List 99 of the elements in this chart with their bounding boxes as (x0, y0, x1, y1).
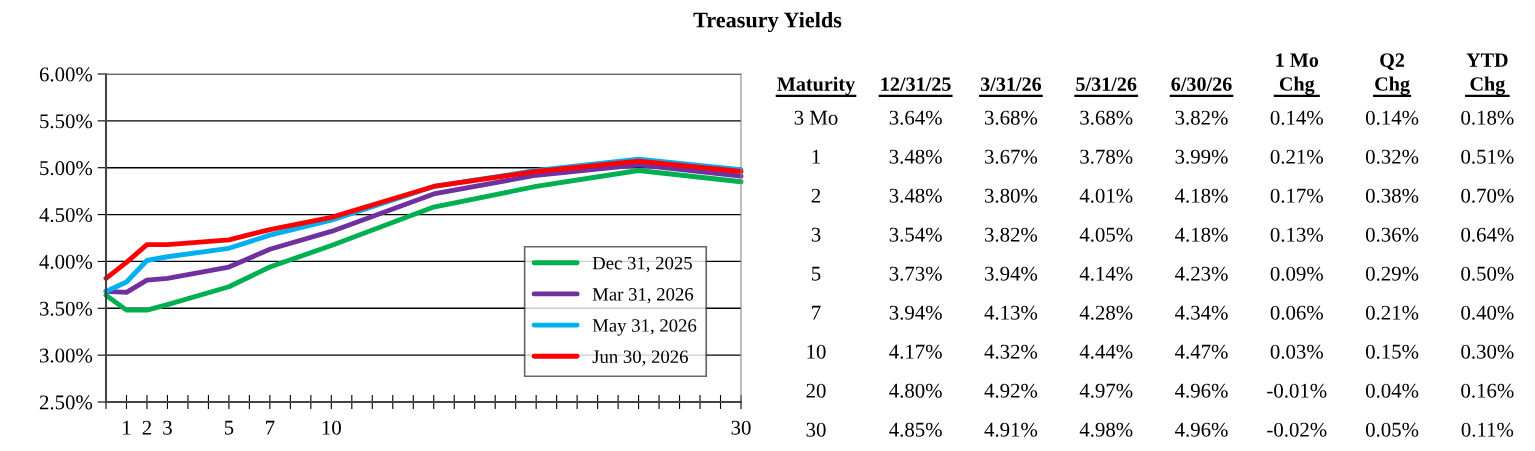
chart-title: Treasury Yields (693, 11, 842, 33)
text: 3.48% (889, 188, 942, 203)
text: 0.09% (1270, 266, 1323, 281)
text: 4.18% (1175, 227, 1228, 242)
text: 4.13% (984, 305, 1038, 320)
x-tick-label: 3 (163, 420, 172, 435)
x-tick-label: 10 (322, 420, 341, 435)
text: 3.64% (889, 110, 942, 125)
text: 3.68% (1080, 110, 1133, 125)
text: 0.38% (1365, 188, 1419, 203)
text: 3.68% (985, 110, 1038, 125)
text: 0.29% (1365, 266, 1419, 281)
y-tick-label: 3.50% (39, 301, 93, 316)
x-tick-label: 5 (224, 420, 234, 435)
y-tick-label: 4.00% (39, 254, 93, 269)
category-label: YTD Chg (1466, 53, 1508, 95)
y-tick-label: 2.50% (39, 395, 93, 410)
text: 0.14% (1365, 110, 1419, 125)
text: -0.01% (1267, 383, 1327, 398)
text: 4.47% (1175, 344, 1228, 359)
y-tick-label: 5.00% (40, 161, 93, 176)
y-tick-label: 3.00% (39, 348, 93, 363)
y-tick-label: 6.00% (39, 67, 93, 82)
x-tick-label: 2 (142, 420, 152, 435)
x-tick-label: 30 (731, 420, 751, 435)
text: 0.11% (1461, 422, 1514, 437)
x-tick-label: 1 (123, 420, 131, 435)
text: 0.30% (1461, 344, 1514, 359)
text: 3.82% (1175, 110, 1228, 125)
category-label: 6/30/26 (1171, 77, 1232, 91)
category-label: 7 (812, 305, 821, 320)
text: 0.50% (1461, 266, 1514, 281)
text: 4.92% (984, 383, 1038, 398)
text: 4.01% (1079, 188, 1133, 203)
text: 4.18% (1175, 188, 1228, 203)
text: 3.94% (985, 266, 1038, 281)
category-label: 3/31/26 (980, 77, 1042, 91)
text: 3.99% (1175, 149, 1228, 164)
y-tick-label: 5.50% (40, 114, 93, 129)
text: 0.64% (1461, 227, 1514, 242)
text: 3.54% (889, 227, 942, 242)
text: 0.15% (1365, 344, 1419, 359)
text: 4.97% (1079, 383, 1133, 398)
category-label: 3 (811, 227, 821, 242)
text: 0.06% (1270, 305, 1323, 320)
text: Maturity (777, 76, 855, 95)
category-label: 3 Mo (794, 110, 838, 125)
category-label: 2 (811, 188, 821, 203)
text: 4.85% (889, 422, 942, 437)
text: 4.96% (1175, 383, 1228, 398)
text: 0.21% (1365, 305, 1419, 320)
text: 0.04% (1365, 383, 1419, 398)
text: 3.78% (1080, 149, 1133, 164)
text: 0.16% (1461, 383, 1514, 398)
text: -0.02% (1267, 422, 1327, 437)
category-label: 1 Mo Chg (1276, 53, 1319, 95)
text: 0.14% (1270, 110, 1323, 125)
text: 0.13% (1270, 227, 1323, 242)
text: 4.91% (984, 422, 1038, 437)
text: 3.80% (985, 188, 1038, 203)
category-label: Q2 Chg (1375, 53, 1410, 95)
text: 4.80% (889, 383, 942, 398)
legend-label: Jun 30, 2026 (592, 350, 688, 366)
x-tick-label: 7 (266, 420, 275, 435)
category-label: 12/31/25 (881, 77, 951, 91)
category-label: 5/31/26 (1076, 77, 1137, 91)
text: 3.94% (889, 305, 942, 320)
text: 4.05% (1079, 227, 1133, 242)
text: 4.17% (889, 344, 942, 359)
text: 0.32% (1365, 149, 1419, 164)
text: 3.67% (985, 149, 1038, 164)
text: 0.05% (1365, 422, 1419, 437)
text: 4.34% (1175, 305, 1228, 320)
text: 3.48% (889, 149, 942, 164)
category-label: 5 (812, 266, 821, 281)
text: 4.32% (984, 344, 1038, 359)
text: 4.28% (1079, 305, 1133, 320)
text: 4.14% (1079, 266, 1133, 281)
category-label: 10 (807, 344, 826, 359)
text: 0.36% (1365, 227, 1419, 242)
text: 4.98% (1079, 422, 1133, 437)
text: 0.03% (1270, 344, 1323, 359)
text: 0.17% (1270, 188, 1323, 203)
text: 3.73% (889, 266, 942, 281)
text: 0.70% (1461, 188, 1514, 203)
text: 0.51% (1461, 149, 1514, 164)
text: 3.82% (985, 227, 1038, 242)
legend-label: May 31, 2026 (592, 319, 697, 336)
text: 0.18% (1461, 110, 1514, 125)
text: 4.44% (1079, 344, 1133, 359)
text: 0.40% (1461, 305, 1514, 320)
text: 4.96% (1175, 422, 1228, 437)
text: 4.23% (1175, 266, 1228, 281)
legend-label: Dec 31, 2025 (592, 256, 692, 273)
category-label: 20 (806, 383, 826, 398)
y-tick-label: 4.50% (39, 207, 93, 223)
category-label: 1 (812, 149, 820, 164)
text: 0.21% (1270, 149, 1323, 164)
legend-label: Mar 31, 2026 (592, 287, 694, 304)
